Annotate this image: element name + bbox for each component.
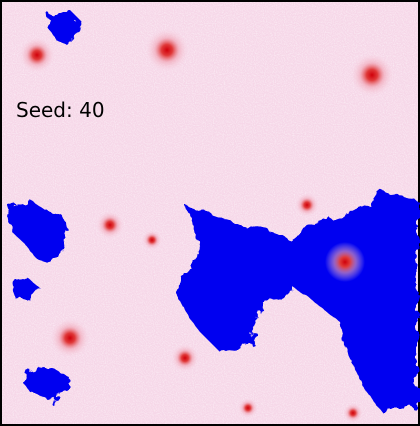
spot — [145, 28, 189, 72]
page: Seed: 40 (() => { const data = JSON.pars… — [0, 0, 420, 426]
spot — [50, 318, 90, 358]
noise-map: Seed: 40 — [0, 0, 420, 426]
seed-label: Seed: 40 — [16, 98, 105, 122]
spot — [96, 211, 124, 239]
spot — [295, 193, 319, 217]
spot — [350, 53, 394, 97]
spot — [343, 403, 363, 423]
spot — [19, 37, 55, 73]
spot — [142, 230, 162, 250]
spot — [171, 344, 199, 372]
spot — [325, 242, 365, 282]
spot — [238, 398, 258, 418]
